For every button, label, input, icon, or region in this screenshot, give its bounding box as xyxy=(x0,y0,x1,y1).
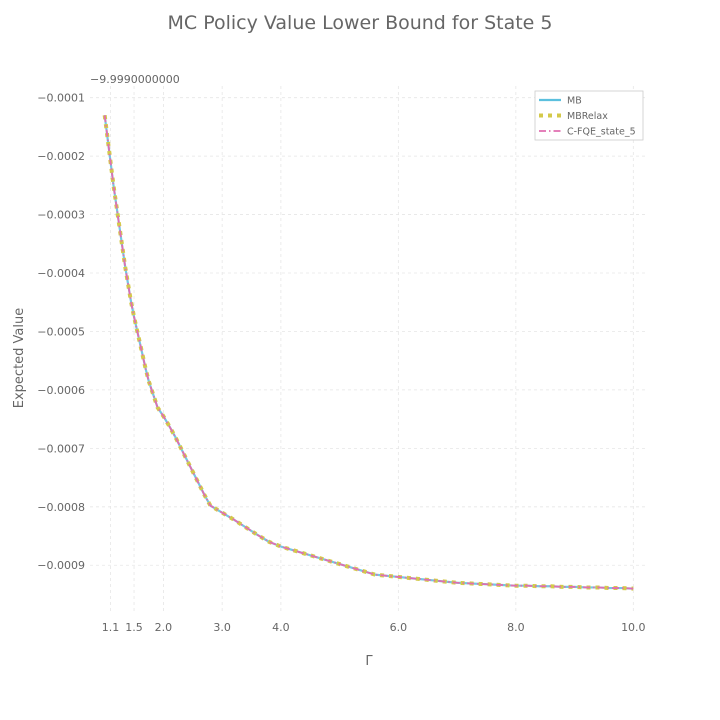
y-tick-label: −0.0005 xyxy=(37,325,85,338)
x-tick-label: 1.1 xyxy=(102,621,120,634)
y-offset-label: −9.9990000000 xyxy=(90,73,180,86)
x-tick-label: 8.0 xyxy=(507,621,525,634)
chart-title: MC Policy Value Lower Bound for State 5 xyxy=(168,12,553,34)
y-tick-label: −0.0003 xyxy=(37,209,85,222)
y-tick-label: −0.0007 xyxy=(37,442,85,455)
y-tick-label: −0.0004 xyxy=(37,267,85,280)
series-layer xyxy=(102,114,634,591)
x-tick-label: 3.0 xyxy=(213,621,231,634)
x-tick-label: 2.0 xyxy=(155,621,173,634)
y-tick-label: −0.0001 xyxy=(37,92,85,105)
y-tick-label: −0.0002 xyxy=(37,150,85,163)
x-axis-label: Γ xyxy=(365,654,373,669)
x-axis-ticks: 1.1 1.5 2.0 3.0 4.0 6.0 8.0 10.0 xyxy=(102,621,646,634)
legend: MB MBRelax C-FQE_state_5 xyxy=(534,90,644,141)
legend-entry: C-FQE_state_5 xyxy=(567,127,636,138)
y-axis-ticks: −0.0001 −0.0002 −0.0003 −0.0004 −0.0005 −0.00… xyxy=(37,92,85,573)
legend-entry: MBRelax xyxy=(567,111,608,122)
y-tick-label: −0.0006 xyxy=(37,384,85,397)
x-tick-label: 10.0 xyxy=(621,621,646,634)
x-tick-label: 4.0 xyxy=(272,621,290,634)
grid-layer xyxy=(90,86,648,612)
y-tick-label: −0.0009 xyxy=(37,559,85,572)
x-tick-label: 1.5 xyxy=(125,621,143,634)
series-line-3 xyxy=(103,115,634,590)
y-tick-label: −0.0008 xyxy=(37,501,85,514)
x-tick-label: 6.0 xyxy=(390,621,408,634)
legend-entry: MB xyxy=(567,96,582,107)
y-axis-label: Expected Value xyxy=(12,308,27,408)
